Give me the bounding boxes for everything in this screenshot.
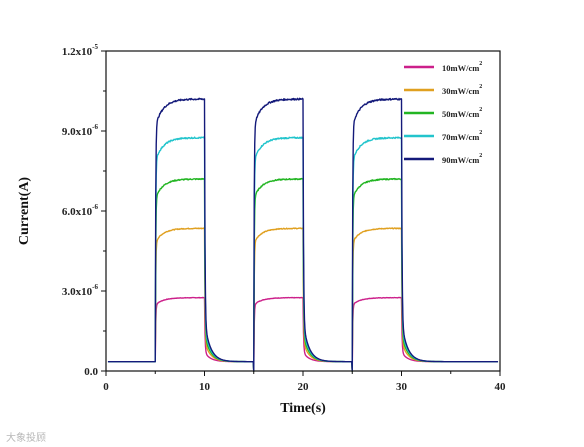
legend-label-4: 70mW/cm2 xyxy=(442,130,482,142)
x-tick-label: 20 xyxy=(298,381,310,393)
chart-axes: 0 10 20 30 40 0.0 3.0x10-6 6.0x10-6 9.0x10-6 1.2x… xyxy=(62,43,506,393)
legend-label-5: 90mW/cm2 xyxy=(442,153,482,165)
x-tick-label: 30 xyxy=(396,381,408,393)
x-tick-label: 10 xyxy=(199,381,211,393)
y-tick-label: 9.0x10-6 xyxy=(62,123,99,138)
legend-label-2: 30mW/cm2 xyxy=(442,84,482,96)
x-tick-label: 40 xyxy=(495,381,507,393)
watermark-text: 大象投顾 xyxy=(6,433,46,444)
y-axis-title: Current(A) xyxy=(17,177,32,246)
y-tick-label: 3.0x10-6 xyxy=(62,283,99,298)
x-axis-title: Time(s) xyxy=(280,401,326,416)
series-line-5 xyxy=(107,97,499,372)
chart-legend: 10mW/cm2 30mW/cm2 50mW/cm2 70mW/cm2 90mW/cm2 xyxy=(404,61,482,165)
x-tick-label: 0 xyxy=(103,381,109,393)
y-tick-label: 0.0 xyxy=(84,366,98,378)
y-tick-label: 6.0x10-6 xyxy=(62,203,99,218)
legend-label-3: 50mW/cm2 xyxy=(442,107,482,119)
legend-label-1: 10mW/cm2 xyxy=(442,61,482,73)
chart-curves xyxy=(107,97,499,373)
y-tick-label: 1.2x10-5 xyxy=(62,43,99,58)
